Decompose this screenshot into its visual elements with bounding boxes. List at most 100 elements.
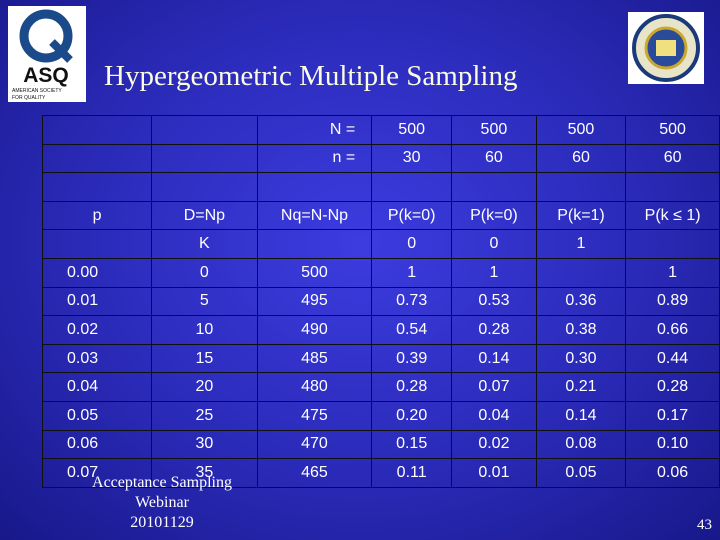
table-cell: 10 [151, 315, 258, 345]
table-cell [256, 172, 373, 202]
table-row: 0.01 5 495 0.73 0.53 0.36 0.89 [41, 286, 720, 317]
table-cell: 500 [451, 115, 537, 145]
table-cell: 0.04 [451, 400, 537, 431]
table-cell: 0.01 [451, 458, 537, 488]
table-cell: 0.28 [371, 372, 453, 402]
table-cell: 465 [256, 458, 373, 488]
table-cell: n = [256, 143, 373, 174]
table-cell: 0.03 [41, 343, 153, 374]
table-cell: 0.28 [625, 372, 720, 402]
table-row: 0.04 20 480 0.28 0.07 0.21 0.28 [41, 372, 720, 402]
table-cell: 0.39 [371, 343, 453, 374]
table-cell: 470 [256, 429, 373, 460]
table-cell: 0.21 [535, 372, 627, 402]
asq-logo: ASQ AMERICAN SOCIETY FOR QUALITY [8, 6, 86, 102]
table-cell: 25 [151, 400, 258, 431]
table-cell: 0.04 [41, 372, 153, 402]
table-cell: P(k=0) [451, 200, 537, 231]
table-cell [625, 172, 720, 202]
table-cell: 0 [151, 257, 258, 288]
table-cell: 0.07 [451, 372, 537, 402]
table-cell: p [41, 200, 153, 231]
table-cell: 1 [371, 257, 453, 288]
table-cell: 500 [256, 257, 373, 288]
table-cell: 500 [535, 115, 627, 145]
table-cell: 0.02 [41, 315, 153, 345]
table-cell: 0.36 [535, 286, 627, 317]
table-cell: 0.44 [625, 343, 720, 374]
footer-line: Webinar [135, 494, 189, 511]
table-cell [256, 229, 373, 259]
logo-ring [19, 9, 73, 63]
table-cell: 60 [625, 143, 720, 174]
seal-shield [656, 40, 676, 56]
logo-text: ASQ [23, 64, 69, 87]
table-row: n = 30 60 60 60 [41, 143, 720, 174]
table-cell: 30 [371, 143, 453, 174]
table-cell: 0.05 [535, 458, 627, 488]
table-cell: P(k=0) [371, 200, 453, 231]
table-cell: 20 [151, 372, 258, 402]
table-cell: 30 [151, 429, 258, 460]
table-cell: 0.15 [371, 429, 453, 460]
table-cell: 0.54 [371, 315, 453, 345]
table-cell: P(k=1) [535, 200, 627, 231]
table-cell: 490 [256, 315, 373, 345]
table-cell: 0.28 [451, 315, 537, 345]
table-cell: 0 [451, 229, 537, 259]
table-cell [451, 172, 537, 202]
slide-title: Hypergeometric Multiple Sampling [104, 60, 518, 92]
table-row: 0.03 15 485 0.39 0.14 0.30 0.44 [41, 343, 720, 374]
logo-tail [49, 39, 73, 63]
table-cell: 0.05 [41, 400, 153, 431]
table-cell: 0.08 [535, 429, 627, 460]
table-cell: 500 [371, 115, 453, 145]
table-cell: 0.73 [371, 286, 453, 317]
seal [628, 12, 704, 84]
table-cell [41, 115, 153, 145]
table-cell: 1 [535, 229, 627, 259]
table-row: p D=Np Nq=N-Np P(k=0) P(k=0) P(k=1) P(k ≤ 1) [41, 200, 720, 231]
table-cell: N = [256, 115, 373, 145]
table-cell: 1 [451, 257, 537, 288]
data-table: N = 500 500 500 500 n = 30 60 60 60 p D=Np Nq=N-Np P(… [41, 115, 720, 488]
table-cell: 0.07 [41, 458, 153, 488]
table-cell: 0.02 [451, 429, 537, 460]
table-cell: Nq=N-Np [256, 200, 373, 231]
table-cell: 495 [256, 286, 373, 317]
table-cell [151, 143, 258, 174]
footer-line: 20101129 [130, 514, 194, 531]
table-cell [41, 229, 153, 259]
table-cell [41, 172, 153, 202]
table-cell [535, 257, 627, 288]
table-row: N = 500 500 500 500 [41, 115, 720, 145]
table-cell: 0.01 [41, 286, 153, 317]
table-cell: 0.14 [535, 400, 627, 431]
logo-caption: FOR QUALITY [12, 95, 46, 101]
table-cell: 0.66 [625, 315, 720, 345]
table-row: 0.06 30 470 0.15 0.02 0.08 0.10 [41, 429, 720, 460]
table-cell [625, 229, 720, 259]
table-cell [151, 115, 258, 145]
table-row: 0.07 35 465 0.11 0.01 0.05 0.06 [41, 458, 720, 488]
table-cell: 5 [151, 286, 258, 317]
table-cell: 0.89 [625, 286, 720, 317]
table-cell: 0.06 [625, 458, 720, 488]
footer: Acceptance Sampling Webinar 20101129 [62, 473, 262, 533]
table-row [41, 172, 720, 202]
table-cell: 1 [625, 257, 720, 288]
table-cell: 0.38 [535, 315, 627, 345]
page-number: 43 [697, 517, 712, 533]
table-cell: 0.06 [41, 429, 153, 460]
table-cell: 0.11 [371, 458, 453, 488]
table-cell [535, 172, 627, 202]
table-cell: 0.10 [625, 429, 720, 460]
table-cell: 480 [256, 372, 373, 402]
table-cell [41, 143, 153, 174]
table-cell: 15 [151, 343, 258, 374]
table-row: 0.05 25 475 0.20 0.04 0.14 0.17 [41, 400, 720, 431]
table-cell: K [151, 229, 258, 259]
table-cell [371, 172, 453, 202]
